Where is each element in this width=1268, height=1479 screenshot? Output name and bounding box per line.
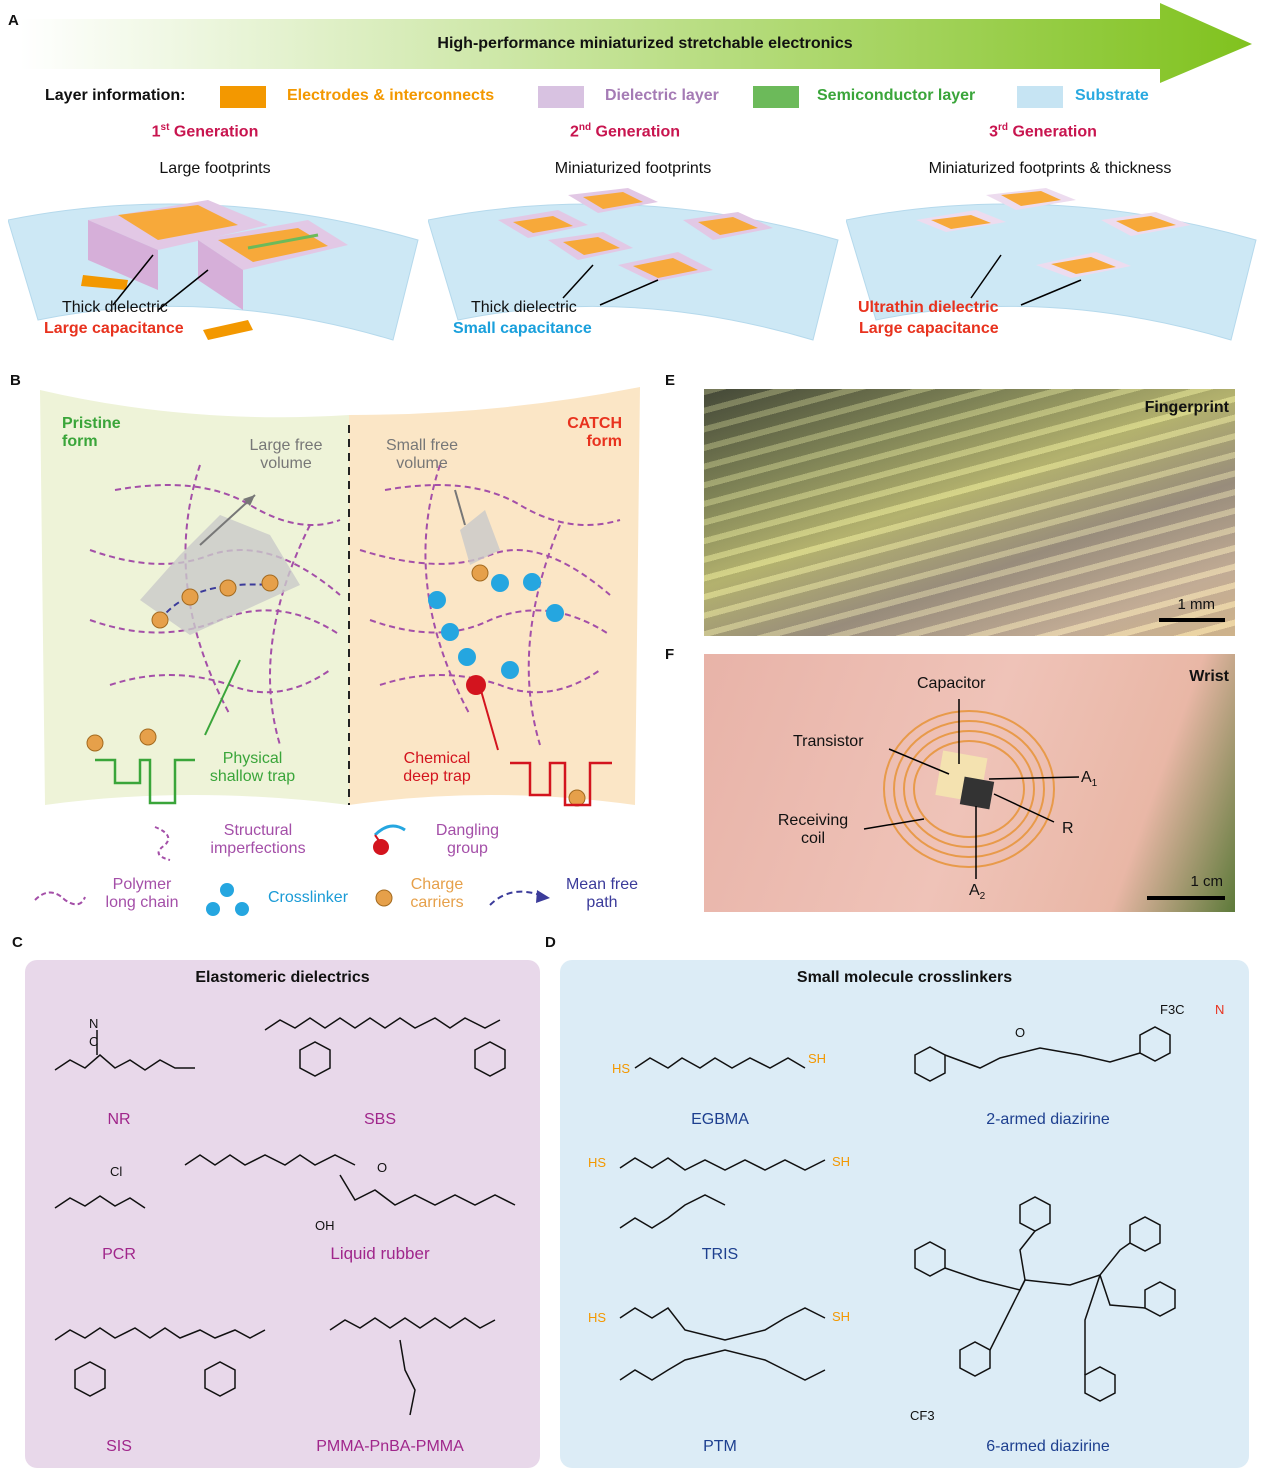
atom-hs: HS — [612, 1061, 631, 1076]
compound-pcr: PCR — [102, 1246, 136, 1263]
scale-bar-1mm — [1159, 618, 1225, 622]
atom-oh: OH — [315, 1218, 335, 1233]
panel-b-diagram — [40, 387, 640, 807]
generation-3-subtitle: Miniaturized footprints & thickness — [928, 160, 1172, 177]
atom-sh: SH — [808, 1051, 827, 1066]
compound-sbs: SBS — [363, 1111, 396, 1128]
layer-info-label: Layer information: — [45, 87, 186, 104]
generation-1-subtitle: Large footprints — [159, 160, 271, 177]
transistor-label: Transistor — [793, 733, 864, 750]
compound-6-armed-diazirine: 6-armed diazirine — [986, 1438, 1110, 1455]
scale-bar-1cm-label: 1 cm — [1190, 873, 1223, 890]
legend-dangling-group: Dangling group — [435, 822, 500, 857]
banner-arrow — [20, 3, 1252, 83]
elastomer-structures — [54, 1017, 516, 1416]
crosslinkers-title: Small molecule crosslinkers — [796, 969, 1013, 986]
legend-swatch-dielectric — [538, 86, 584, 108]
generation-3-line1: Ultrathin dielectric — [858, 299, 999, 316]
atom-c: C — [89, 1034, 99, 1049]
atom-n: N — [89, 1016, 99, 1031]
legend-mean-free-path: Mean free path — [565, 876, 639, 911]
a2-label: A2 — [969, 882, 986, 903]
generation-2-title: 2nd Generation — [569, 122, 681, 141]
crosslinkers-box: Small molecule crosslinkers — [560, 960, 1249, 1468]
atom-f3c: F3C — [1160, 1002, 1185, 1017]
catch-form-label: CATCH form — [567, 415, 622, 450]
fingerprint-label: Fingerprint — [1144, 399, 1229, 416]
physical-shallow-trap-label: Physical shallow trap — [209, 750, 296, 785]
crosslinker-structures — [619, 1026, 1176, 1402]
atom-sh-tris: SH — [832, 1154, 851, 1169]
elastomeric-dielectrics-title: Elastomeric dielectrics — [195, 969, 370, 986]
legend-crosslinker: Crosslinker — [268, 889, 349, 906]
scale-bar-1cm — [1147, 896, 1225, 900]
panel-label-f: F — [665, 646, 675, 663]
legend-swatch-electrodes — [220, 86, 266, 108]
panel-label-b: B — [10, 372, 21, 389]
atom-sh-ptm: SH — [832, 1309, 851, 1324]
legend-structural-imperfections: Structural imperfections — [210, 822, 306, 857]
fingerprint-photo: Fingerprint 1 mm — [704, 389, 1235, 636]
panel-label-e: E — [665, 372, 676, 389]
panel-label-c: C — [12, 934, 23, 951]
legend-polymer-long-chain: Polymer long chain — [105, 876, 179, 911]
panel-label-d: D — [545, 934, 556, 951]
generation-1-line1: Thick dielectric — [62, 299, 168, 316]
generation-3-line2: Large capacitance — [859, 320, 999, 337]
atom-cf3: CF3 — [910, 1408, 935, 1423]
compound-ptm: PTM — [703, 1438, 737, 1455]
panel-label-a: A — [8, 12, 19, 29]
compound-liquid-rubber: Liquid rubber — [330, 1244, 430, 1263]
r-label: R — [1062, 820, 1074, 837]
atom-hs-tris: HS — [588, 1155, 607, 1170]
wireless-device — [863, 699, 1080, 879]
scale-bar-1mm-label: 1 mm — [1177, 596, 1216, 613]
generation-2-line2: Small capacitance — [453, 320, 592, 337]
atom-o: O — [377, 1160, 388, 1175]
compound-egbma: EGBMA — [691, 1111, 749, 1128]
atom-hs-ptm: HS — [588, 1310, 607, 1325]
chemical-deep-trap-label: Chemical deep trap — [403, 750, 471, 785]
elastomeric-dielectrics-box: Elastomeric dielectrics N C Cl OH O — [25, 960, 540, 1468]
small-free-volume-label: Small free volume — [385, 437, 459, 472]
generation-3-illustration — [846, 188, 1257, 341]
capacitor-label: Capacitor — [917, 675, 986, 692]
large-free-volume-label: Large free volume — [249, 437, 323, 472]
legend-dielectric: Dielectric layer — [605, 87, 719, 104]
legend-semiconductor: Semiconductor layer — [817, 87, 976, 104]
legend-electrodes: Electrodes & interconnects — [287, 87, 495, 104]
generation-2-illustration — [428, 188, 839, 341]
receiving-coil-label: Receiving coil — [777, 812, 849, 847]
compound-nr: NR — [107, 1111, 131, 1128]
atom-cl: Cl — [110, 1164, 123, 1179]
legend-substrate: Substrate — [1075, 87, 1149, 104]
generation-2-subtitle: Miniaturized footprints — [554, 160, 712, 177]
banner-title: High-performance miniaturized stretchabl… — [437, 35, 853, 52]
legend-swatch-semiconductor — [753, 86, 799, 108]
compound-tris: TRIS — [701, 1246, 739, 1263]
generation-3-title: 3rd Generation — [989, 122, 1097, 141]
pristine-form-label: Pristine form — [62, 415, 121, 450]
generation-1-line2: Large capacitance — [44, 320, 184, 337]
wrist-label: Wrist — [1189, 668, 1229, 685]
atom-n-diazirine: N — [1215, 1002, 1225, 1017]
compound-pmma-pnba-pmma: PMMA-PnBA-PMMA — [316, 1438, 464, 1455]
panel-b-legend-icons — [34, 824, 550, 916]
atom-o-ester: O — [1015, 1025, 1026, 1040]
legend-swatch-substrate — [1017, 86, 1063, 108]
generation-1-title: 1st Generation — [151, 122, 259, 141]
generation-2-line1: Thick dielectric — [471, 299, 577, 316]
compound-2-armed-diazirine: 2-armed diazirine — [986, 1111, 1110, 1128]
generation-1-illustration — [8, 200, 419, 341]
a1-label: A1 — [1081, 769, 1098, 790]
compound-sis: SIS — [106, 1438, 132, 1455]
generations: 1st Generation Large footprints Thick di… — [0, 120, 1268, 350]
wrist-photo: Wrist Capacitor Transistor Receiving coi… — [704, 654, 1235, 912]
legend-charge-carriers: Charge carriers — [410, 876, 464, 911]
